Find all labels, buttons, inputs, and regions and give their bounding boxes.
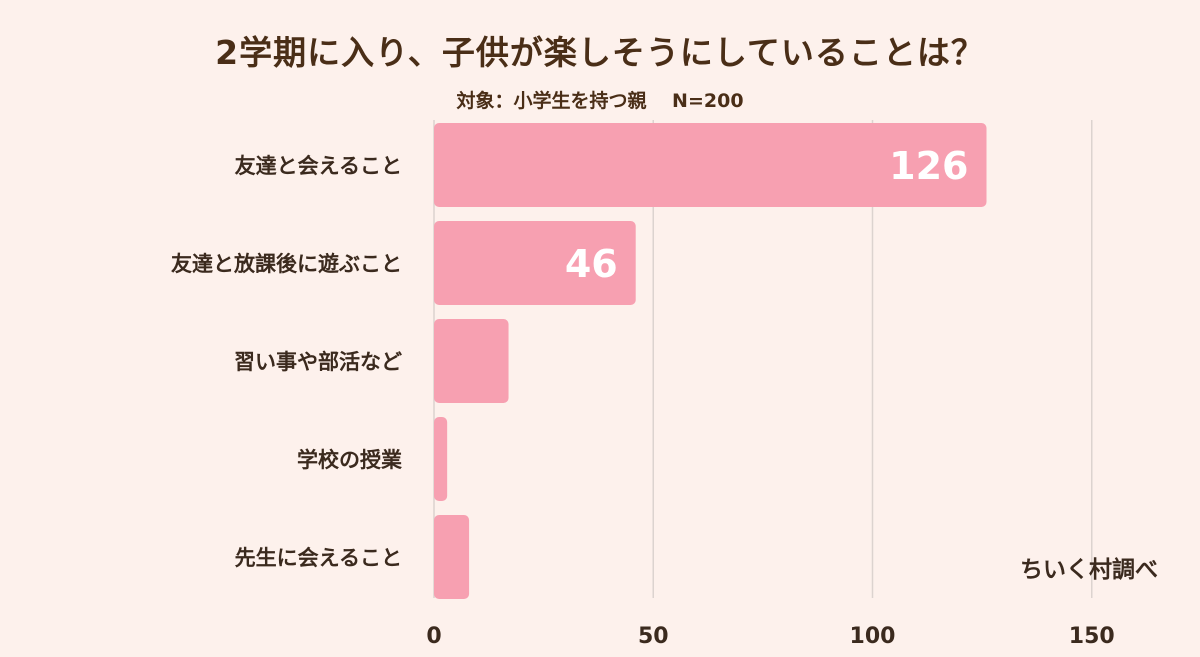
bar xyxy=(434,515,470,599)
source-credit: ちいく村調べ xyxy=(1020,557,1158,583)
value-label: 46 xyxy=(565,242,618,286)
bar xyxy=(434,417,448,501)
category-label: 先生に会えること xyxy=(235,546,402,570)
category-label: 習い事や部活など xyxy=(234,350,402,374)
x-tick-label: 150 xyxy=(1069,624,1115,649)
x-tick-label: 50 xyxy=(638,624,669,649)
chart-title: 2学期に入り、子供が楽しそうにしていることは？ xyxy=(215,33,985,72)
x-tick-label: 0 xyxy=(426,624,441,649)
category-label: 学校の授業 xyxy=(297,448,403,472)
x-tick-label: 100 xyxy=(850,624,896,649)
bar xyxy=(434,123,987,207)
chart-subtitle: 対象：小学生を持つ親 N=200 xyxy=(456,90,744,112)
bar xyxy=(434,221,636,305)
value-label: 126 xyxy=(889,144,968,188)
category-label: 友達と会えること xyxy=(235,154,402,178)
bar xyxy=(434,319,509,403)
category-label: 友達と放課後に遊ぶこと xyxy=(171,252,402,276)
